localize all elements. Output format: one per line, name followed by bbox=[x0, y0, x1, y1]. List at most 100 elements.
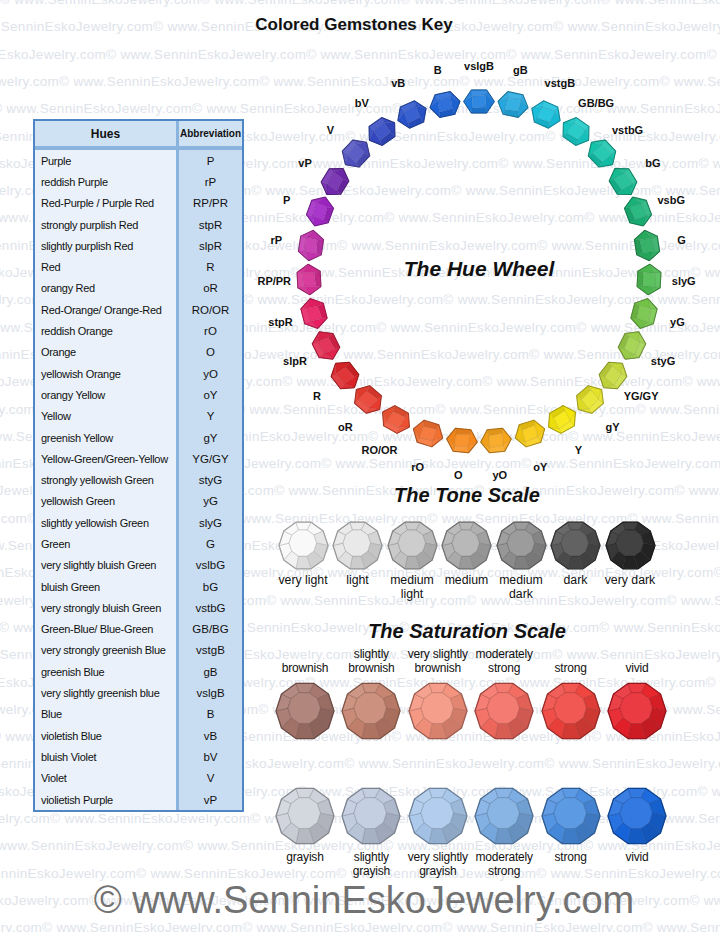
hue-name: Green-Blue/ Blue-Green bbox=[35, 619, 179, 640]
hue-gem-label: O bbox=[454, 469, 463, 481]
hue-name: slightly yellowish Green bbox=[35, 512, 179, 533]
saturation-gem-label: slightly brownish bbox=[336, 648, 406, 676]
hue-gem-rP bbox=[295, 227, 327, 263]
tone-gem-light bbox=[332, 520, 383, 575]
table-row: yellowish OrangeyO bbox=[35, 363, 242, 384]
tone-gem-medium-dark bbox=[496, 520, 547, 575]
hue-gem-RP/PR bbox=[295, 263, 324, 296]
hue-gem-label: bV bbox=[355, 97, 369, 109]
hue-name: yellowish Orange bbox=[35, 363, 179, 384]
saturation-gem-label: brownish bbox=[270, 662, 340, 676]
hue-gem-label: Y bbox=[575, 444, 582, 456]
hue-name: very strongly greenish Blue bbox=[35, 640, 179, 661]
hue-gem-label: stpR bbox=[268, 316, 292, 328]
table-row: strongly purplish RedstpR bbox=[35, 214, 242, 235]
hue-gem-O bbox=[445, 425, 480, 455]
hue-abbreviation: oY bbox=[179, 384, 242, 405]
hue-abbreviation: styG bbox=[179, 469, 242, 490]
tone-gem-label: dark bbox=[546, 573, 606, 587]
saturation-gem-slightly-grayish bbox=[341, 786, 401, 850]
hue-gem-label: oY bbox=[533, 461, 547, 473]
table-row: orangy RedoR bbox=[35, 278, 242, 299]
hue-name: reddish Orange bbox=[35, 320, 179, 341]
hue-name: very strongly bluish Green bbox=[35, 597, 179, 618]
saturation-gem-vivid bbox=[607, 786, 667, 850]
hue-wheel-title: The Hue Wheel bbox=[404, 257, 555, 281]
hue-gem-label: yO bbox=[492, 469, 507, 481]
table-row: Yellow-Green/Green-YellowYG/GY bbox=[35, 448, 242, 469]
hue-abbreviation: slyG bbox=[179, 512, 242, 533]
saturation-gem-very-slightly-brownish bbox=[408, 681, 468, 745]
table-row: Red-Purple / Purple RedRP/PR bbox=[35, 193, 242, 214]
hue-abbreviation: RO/OR bbox=[179, 299, 242, 320]
table-row: violetish BluevB bbox=[35, 725, 242, 746]
table-row: very slightly greenish bluevslgB bbox=[35, 682, 242, 703]
watermark-text: © www.SenninEskoJewelry.com© www.SenninE… bbox=[0, 47, 720, 62]
hue-name: greenish Blue bbox=[35, 661, 179, 682]
saturation-gem-label: vivid bbox=[602, 662, 672, 676]
hue-gem-label: G bbox=[677, 234, 686, 246]
hue-name: reddish Purple bbox=[35, 171, 179, 192]
saturation-gem-very-slightly-grayish bbox=[408, 786, 468, 850]
hue-gem-label: yG bbox=[670, 316, 685, 328]
tone-gem-very-light bbox=[278, 520, 329, 575]
hue-gem-label: slyG bbox=[672, 275, 696, 287]
hue-abbreviation: vB bbox=[179, 725, 242, 746]
hue-name: Red-Purple / Purple Red bbox=[35, 193, 179, 214]
hue-abbreviation: P bbox=[179, 150, 242, 171]
hue-abbreviation: gY bbox=[179, 427, 242, 448]
table-row: very strongly bluish GreenvstbG bbox=[35, 597, 242, 618]
hue-gem-label: B bbox=[434, 64, 442, 76]
saturation-gem-label: very slightly brownish bbox=[403, 648, 473, 676]
hue-abbreviation: stpR bbox=[179, 214, 242, 235]
hue-name: Blue bbox=[35, 704, 179, 725]
tone-gem-label: medium light bbox=[382, 573, 442, 601]
hue-name: Green bbox=[35, 533, 179, 554]
hue-abbreviation: R bbox=[179, 256, 242, 277]
saturation-gem-label: strong bbox=[536, 662, 606, 676]
hue-name: greenish Yellow bbox=[35, 427, 179, 448]
hue-name: Red-Orange/ Orange-Red bbox=[35, 299, 179, 320]
hue-name: orangy Yellow bbox=[35, 384, 179, 405]
hue-name: violietish Purple bbox=[35, 789, 179, 810]
saturation-gem-moderately-strong bbox=[474, 786, 534, 850]
hue-gem-label: RO/OR bbox=[361, 444, 397, 456]
hue-abbreviation: vstbG bbox=[179, 597, 242, 618]
hue-gem-label: RP/PR bbox=[257, 275, 291, 287]
hue-abbreviation: vslbG bbox=[179, 555, 242, 576]
footer-credit: © www.SenninEskoJewelry.com bbox=[0, 879, 720, 922]
table-row: reddish PurplerP bbox=[35, 171, 242, 192]
hue-abbreviation: V bbox=[179, 768, 242, 789]
hue-abbreviation: YG/GY bbox=[179, 448, 242, 469]
table-row: Red-Orange/ Orange-RedRO/OR bbox=[35, 299, 242, 320]
hue-name: slightly purplish Red bbox=[35, 235, 179, 256]
hue-abbreviation: bG bbox=[179, 576, 242, 597]
table-row: bluish VioletbV bbox=[35, 746, 242, 767]
hue-abbreviation: GB/BG bbox=[179, 619, 242, 640]
hue-name: Yellow-Green/Green-Yellow bbox=[35, 448, 179, 469]
hue-abbreviation: rO bbox=[179, 320, 242, 341]
hue-abbreviation: vslgB bbox=[179, 682, 242, 703]
hue-gem-yO bbox=[479, 425, 514, 455]
tone-gem-label: very dark bbox=[600, 573, 660, 587]
hue-abbreviation: Y bbox=[179, 406, 242, 427]
hue-name: very slightly bluish Green bbox=[35, 555, 179, 576]
table-row: greenish BluegB bbox=[35, 661, 242, 682]
hue-gem-label: gY bbox=[606, 421, 620, 433]
hue-gem-label: rO bbox=[411, 461, 424, 473]
tone-gem-dark bbox=[550, 520, 601, 575]
watermark-text: © www.SenninEskoJewelry.com© www.SenninE… bbox=[0, 0, 720, 7]
hue-gem-label: rP bbox=[271, 234, 283, 246]
saturation-gem-strong bbox=[541, 681, 601, 745]
table-row: very slightly bluish GreenvslbG bbox=[35, 555, 242, 576]
saturation-scale-title: The Saturation Scale bbox=[368, 620, 566, 643]
hue-gem-label: vslgB bbox=[464, 60, 494, 72]
hue-abbreviation: yG bbox=[179, 491, 242, 512]
saturation-gem-label: vivid bbox=[602, 851, 672, 865]
hue-gem-label: V bbox=[327, 124, 334, 136]
hue-gem-label: vstgB bbox=[545, 77, 576, 89]
hue-name: Red bbox=[35, 256, 179, 277]
tone-gem-medium bbox=[441, 520, 492, 575]
hue-name: orangy Red bbox=[35, 278, 179, 299]
page: © www.SenninEskoJewelry.com© www.SenninE… bbox=[0, 0, 720, 932]
